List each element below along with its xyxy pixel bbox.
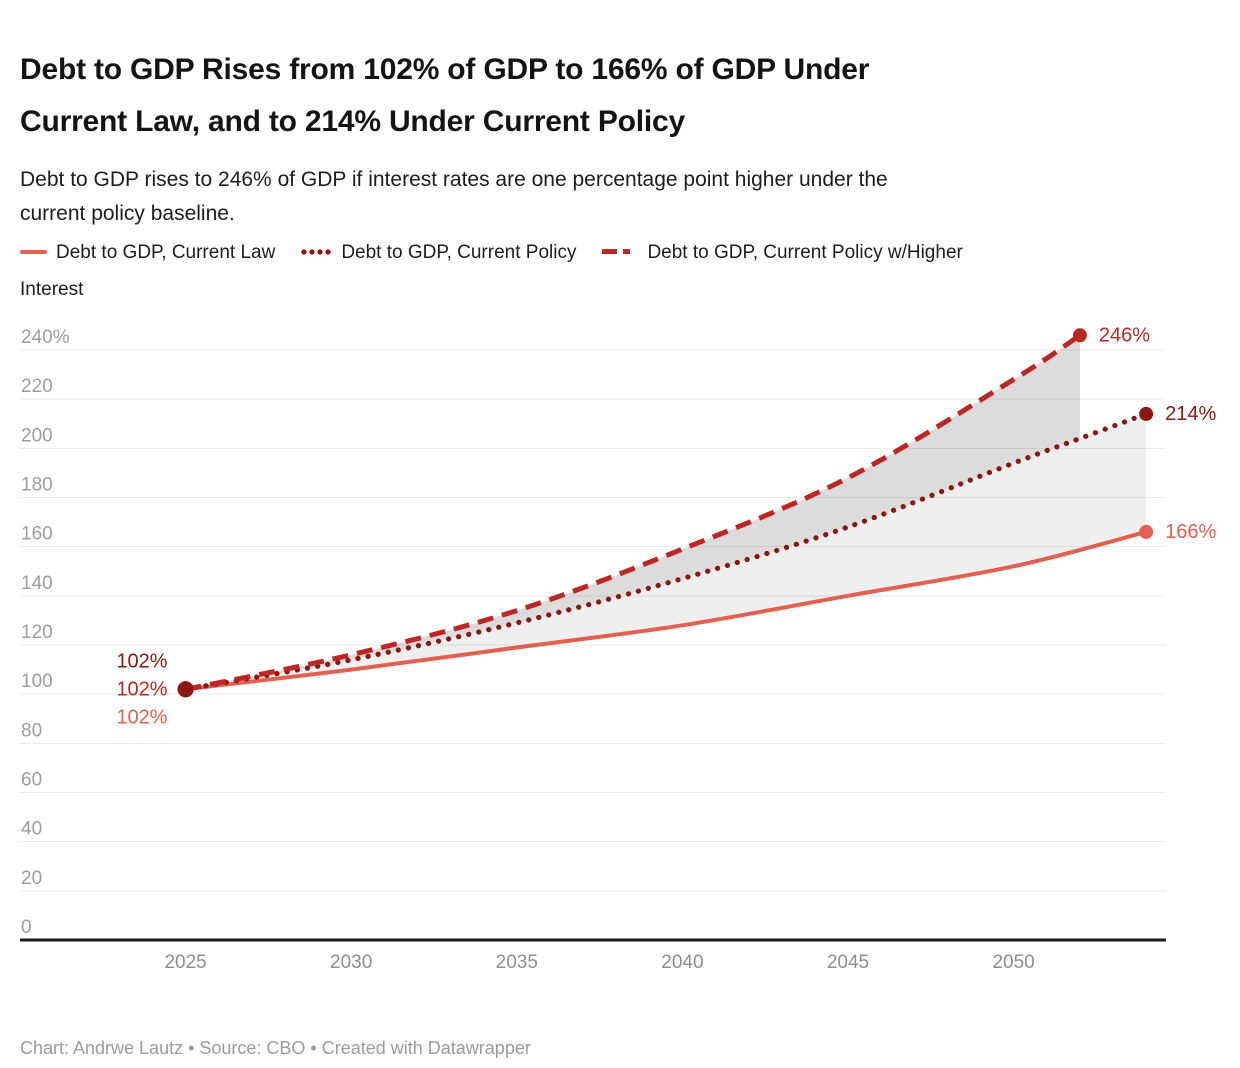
- y-tick-label: 200: [21, 425, 53, 446]
- series-start-dot-1: [177, 681, 194, 698]
- dotted-line-swatch-icon: [301, 248, 333, 255]
- series-end-dot-0: [1139, 524, 1154, 539]
- y-tick-label: 240%: [21, 327, 70, 348]
- end-value-label-0: 166%: [1165, 521, 1216, 543]
- dashed-line-swatch-icon: [602, 249, 639, 255]
- legend-label-higher-interest: Debt to GDP, Current Policy w/Higher Int…: [20, 242, 963, 300]
- shaded-band-0: [185, 413, 1147, 690]
- y-tick-label: 60: [21, 770, 42, 791]
- x-tick-label: 2050: [992, 952, 1034, 973]
- series-end-dot-1: [1139, 406, 1154, 421]
- legend-item-current-policy: Debt to GDP, Current Policy: [301, 242, 576, 263]
- y-tick-label: 120: [21, 622, 53, 643]
- start-value-label-2: 102%: [116, 678, 167, 700]
- x-tick-label: 2040: [661, 952, 703, 973]
- y-tick-label: 140: [21, 573, 53, 594]
- y-tick-label: 20: [21, 868, 42, 889]
- legend-label-current-law: Debt to GDP, Current Law: [56, 242, 276, 263]
- chart-subtitle: Debt to GDP rises to 246% of GDP if inte…: [20, 168, 888, 225]
- legend-label-current-policy: Debt to GDP, Current Policy: [341, 242, 577, 263]
- start-value-label-0: 102%: [116, 706, 167, 728]
- series-line-2: [185, 333, 1082, 692]
- solid-line-swatch-icon: [20, 249, 47, 254]
- y-tick-label: 220: [21, 376, 53, 397]
- legend-item-current-law: Debt to GDP, Current Law: [20, 242, 275, 263]
- x-tick-label: 2035: [496, 952, 538, 973]
- series-end-dot-2: [1072, 328, 1087, 343]
- y-tick-label: 100: [21, 671, 53, 692]
- end-value-label-1: 214%: [1165, 403, 1216, 425]
- y-tick-label: 180: [21, 475, 53, 496]
- chart-credit: Chart: Andrwe Lautz • Source: CBO • Crea…: [20, 1038, 531, 1058]
- chart-title: Debt to GDP Rises from 102% of GDP to 16…: [20, 53, 870, 138]
- end-value-label-2: 246%: [1099, 324, 1150, 346]
- series-line-0: [183, 529, 1149, 692]
- y-tick-label: 40: [21, 819, 42, 840]
- x-tick-label: 2025: [164, 952, 206, 973]
- x-tick-label: 2030: [330, 952, 372, 973]
- y-tick-label: 0: [21, 917, 32, 938]
- y-tick-label: 160: [21, 524, 53, 545]
- start-value-label-1: 102%: [116, 650, 167, 672]
- x-tick-label: 2045: [827, 952, 869, 973]
- legend-item-higher-interest: Debt to GDP, Current Policy w/Higher Int…: [20, 242, 963, 300]
- legend: Debt to GDP, Current Law Debt to GDP, Cur…: [20, 234, 1005, 308]
- plot-area: 0 20 40 60 80 100 120 140 160 180 200 220 240% 2025 20…: [0, 310, 1240, 1010]
- y-tick-label: 80: [21, 720, 42, 741]
